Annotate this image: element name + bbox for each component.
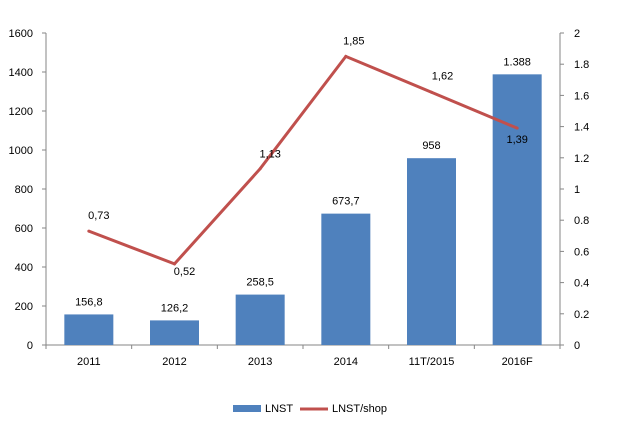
left-tick-label: 800 bbox=[15, 184, 33, 196]
line-point bbox=[344, 54, 348, 58]
bar-data-label: 156,8 bbox=[75, 296, 103, 308]
x-tick-label: 2014 bbox=[334, 356, 358, 368]
line-data-label: 1,85 bbox=[343, 35, 364, 47]
line-data-label: 1,62 bbox=[432, 70, 453, 82]
bar bbox=[235, 294, 285, 345]
line-data-label: 1,13 bbox=[259, 149, 280, 161]
left-tick-label: 1000 bbox=[9, 145, 33, 157]
left-tick-label: 400 bbox=[15, 262, 33, 274]
left-tick-label: 0 bbox=[27, 340, 33, 352]
bar-data-label: 673,7 bbox=[332, 196, 360, 208]
bar-series-lnst bbox=[64, 74, 542, 345]
left-axis: 0 200 400 600 800 1000 1200 1400 1600 bbox=[9, 28, 46, 352]
left-tick-label: 1600 bbox=[9, 28, 33, 40]
bar-data-label: 958 bbox=[422, 140, 440, 152]
bar-data-labels: 156,8 126,2 258,5 673,7 958 1.388 bbox=[75, 56, 531, 314]
legend: LNST LNST/shop bbox=[233, 403, 387, 415]
right-tick-label: 1.2 bbox=[574, 153, 589, 165]
line-point bbox=[258, 167, 262, 171]
right-tick-label: 2 bbox=[574, 28, 580, 40]
line-point bbox=[173, 262, 176, 266]
line-point bbox=[87, 229, 91, 233]
plot-frame bbox=[45, 33, 561, 346]
right-tick-label: 1 bbox=[574, 184, 580, 196]
left-tick-label: 1400 bbox=[9, 67, 33, 79]
right-tick-label: 0.6 bbox=[574, 246, 589, 258]
left-tick-label: 1200 bbox=[9, 106, 33, 118]
bar bbox=[321, 213, 371, 345]
bar-data-label: 1.388 bbox=[503, 56, 531, 68]
left-tick-label: 200 bbox=[15, 301, 33, 313]
bar-data-label: 126,2 bbox=[161, 302, 189, 314]
bar bbox=[407, 158, 456, 345]
line-series-lnst-shop bbox=[87, 54, 519, 266]
right-tick-label: 1.8 bbox=[574, 59, 589, 71]
right-tick-label: 0.4 bbox=[574, 278, 589, 290]
x-tick-label: 2012 bbox=[162, 356, 186, 368]
right-tick-label: 0 bbox=[574, 340, 580, 352]
bar bbox=[492, 74, 542, 345]
x-axis: 2011 2012 2013 2014 11T/2015 2016F bbox=[45, 345, 561, 368]
right-axis: 0 0.2 0.4 0.6 0.8 1 1.2 1.4 1.6 1.8 2 bbox=[560, 28, 589, 352]
legend-swatch-lnst bbox=[233, 405, 261, 412]
line-data-labels: 0,73 0,52 1,13 1,85 1,62 1,39 bbox=[88, 35, 528, 277]
x-tick-label: 2011 bbox=[77, 356, 101, 368]
x-tick-label: 2013 bbox=[248, 356, 272, 368]
legend-label-lnst: LNST bbox=[265, 403, 293, 415]
line-point bbox=[430, 90, 433, 94]
right-tick-label: 0.8 bbox=[574, 215, 589, 227]
x-tick-label: 11T/2015 bbox=[409, 356, 455, 368]
line-point bbox=[515, 126, 519, 130]
left-tick-label: 600 bbox=[15, 223, 33, 235]
legend-label-lnst-shop: LNST/shop bbox=[332, 403, 387, 415]
bar bbox=[64, 314, 114, 345]
line-data-label: 0,52 bbox=[174, 266, 195, 278]
line-data-label: 0,73 bbox=[88, 210, 109, 222]
right-tick-label: 1.6 bbox=[574, 90, 589, 102]
x-tick-label: 2016F bbox=[502, 356, 533, 368]
bar-data-label: 258,5 bbox=[246, 277, 274, 289]
right-tick-label: 0.2 bbox=[574, 309, 589, 321]
bar bbox=[150, 320, 199, 345]
line-data-label: 1,39 bbox=[506, 134, 527, 146]
right-tick-label: 1.4 bbox=[574, 122, 589, 134]
line-path bbox=[88, 54, 518, 266]
